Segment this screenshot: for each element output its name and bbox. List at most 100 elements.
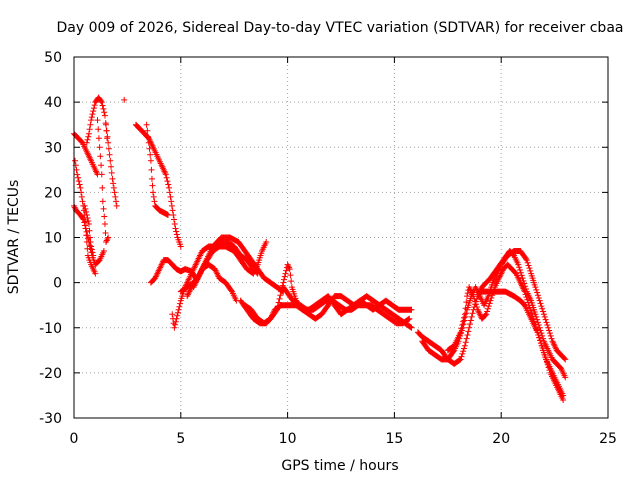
data-point	[83, 228, 90, 235]
data-point	[525, 262, 532, 269]
y-tick-label: 50	[44, 50, 62, 66]
data-point	[87, 121, 94, 128]
data-point	[113, 202, 120, 209]
data-point	[111, 189, 118, 196]
data-point	[463, 299, 470, 306]
data-point	[456, 356, 463, 363]
data-point	[166, 189, 173, 196]
data-point	[523, 294, 530, 301]
data-point	[463, 335, 470, 342]
data-point	[467, 321, 474, 328]
data-point	[538, 303, 545, 310]
data-point	[517, 269, 524, 276]
data-point	[94, 117, 101, 124]
data-point	[460, 348, 467, 355]
data-point	[539, 305, 546, 312]
data-point	[162, 171, 169, 178]
data-point	[176, 303, 183, 310]
data-point	[560, 396, 567, 403]
data-point	[79, 198, 86, 205]
x-tick-label: 10	[279, 431, 297, 447]
data-point	[108, 163, 115, 170]
data-point	[277, 292, 284, 299]
data-point	[281, 273, 288, 280]
data-point	[75, 174, 82, 181]
data-point	[472, 301, 479, 308]
data-point	[546, 367, 553, 374]
chart-title: Day 009 of 2026, Sidereal Day-to-day VTE…	[57, 20, 624, 36]
data-point	[168, 198, 175, 205]
data-point	[121, 96, 128, 103]
data-point	[98, 99, 105, 106]
data-point	[460, 318, 467, 325]
data-point	[107, 157, 114, 164]
data-point	[169, 207, 176, 214]
data-point	[534, 289, 541, 296]
data-point	[544, 322, 551, 329]
data-point	[75, 178, 82, 185]
data-point	[461, 342, 468, 349]
data-point	[146, 145, 153, 152]
data-point	[100, 205, 107, 212]
data-point	[462, 339, 469, 346]
data-point	[463, 310, 470, 317]
y-axis-label: SDTVAR / TECUs	[6, 180, 22, 295]
data-point	[173, 231, 180, 238]
data-point	[527, 267, 534, 274]
axis-layer: 0 5 10 15 20 25 -30 -20 -10 0 10 20 30 40 50	[39, 50, 617, 447]
data-point	[488, 294, 495, 301]
data-point	[561, 355, 568, 362]
data-point	[465, 328, 472, 335]
data-point	[540, 311, 547, 318]
data-point	[105, 234, 112, 241]
data-point	[85, 217, 92, 224]
data-point	[163, 174, 170, 181]
data-point	[168, 202, 175, 209]
data-point	[487, 297, 494, 304]
data-point	[164, 178, 171, 185]
data-point	[170, 211, 177, 218]
data-point	[540, 308, 547, 315]
data-point	[99, 184, 106, 191]
data-point	[92, 270, 99, 277]
y-tick-label: 10	[44, 231, 62, 247]
data-point	[102, 229, 109, 236]
data-point	[473, 303, 480, 310]
data-point	[519, 275, 526, 282]
data-point	[278, 288, 285, 295]
data-point	[100, 248, 107, 255]
data-point	[148, 166, 155, 173]
data-point	[99, 102, 106, 109]
data-point	[173, 228, 180, 235]
data-point	[524, 259, 531, 266]
y-tick-label: -30	[39, 411, 62, 427]
y-tick-label: -20	[39, 366, 62, 382]
data-point	[72, 157, 79, 164]
data-point	[526, 265, 533, 272]
data-point	[534, 329, 541, 336]
data-point	[104, 133, 111, 140]
data-point	[526, 304, 533, 311]
data-point	[459, 350, 466, 357]
data-point	[98, 171, 105, 178]
data-point	[172, 321, 179, 328]
data-point	[543, 359, 550, 366]
data-point	[101, 112, 108, 119]
data-point	[95, 135, 102, 142]
data-point	[101, 220, 108, 227]
data-point	[103, 121, 110, 128]
data-point	[98, 162, 105, 169]
data-point	[459, 322, 466, 329]
data-point	[472, 298, 479, 305]
data-point	[86, 126, 93, 133]
data-point	[108, 169, 115, 176]
data-point	[167, 193, 174, 200]
data-point	[80, 216, 87, 223]
data-point	[172, 225, 179, 232]
data-point	[112, 193, 119, 200]
x-axis-label: GPS time / hours	[281, 458, 398, 474]
data-point	[486, 300, 493, 307]
data-point	[172, 318, 179, 325]
data-point	[91, 102, 98, 109]
